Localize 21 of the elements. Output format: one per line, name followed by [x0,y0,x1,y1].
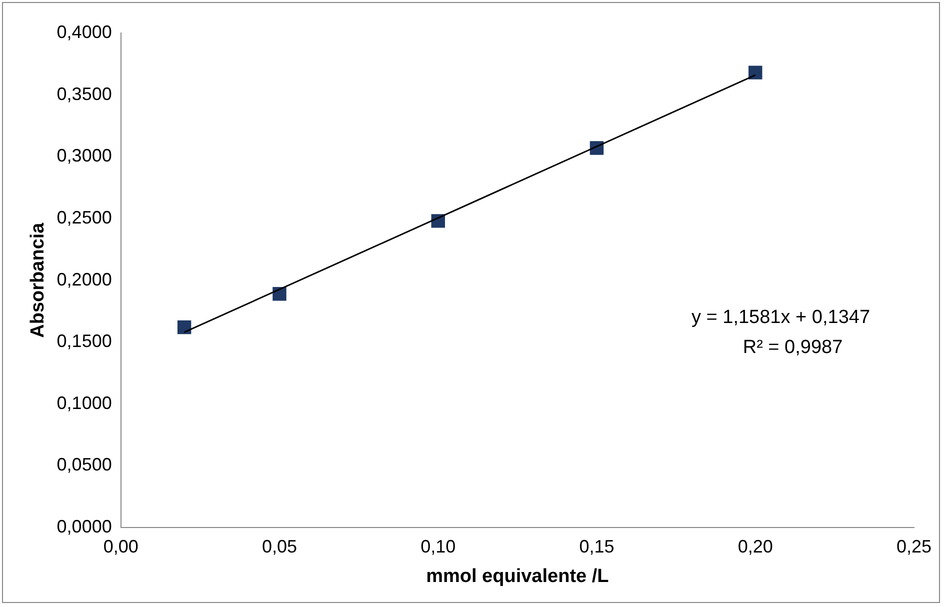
annotation: y = 1,1581x + 0,1347 [691,307,870,328]
y-tick-label: 0,3500 [56,84,112,104]
x-tick-label: 0,20 [738,536,773,556]
point [748,66,762,80]
x-tick-label: 0,25 [896,536,932,556]
y-tick-label: 0,1000 [56,392,112,413]
x-tick-label: 0,00 [103,536,138,556]
y-tick-label: 0,3000 [56,146,112,166]
y-tick-label: 0,4000 [56,22,112,42]
x-axis-title: mmol equivalente /L [426,566,610,587]
point [177,320,192,334]
y-tick-label: 0,2500 [56,207,112,228]
y-tick-label: 0,0000 [56,516,112,537]
x-tick-label: 0,05 [262,536,298,556]
y-tick-label: 0,2000 [56,269,112,290]
x-tick-label: 0,15 [579,536,614,556]
y-tick-label: 0,0500 [56,454,112,475]
y-axis-title: Absorbancia [28,222,49,338]
y-tick-label: 0,1500 [56,331,112,352]
x-tick-label: 0,10 [420,536,456,556]
annotation: R² = 0,9987 [742,337,843,358]
